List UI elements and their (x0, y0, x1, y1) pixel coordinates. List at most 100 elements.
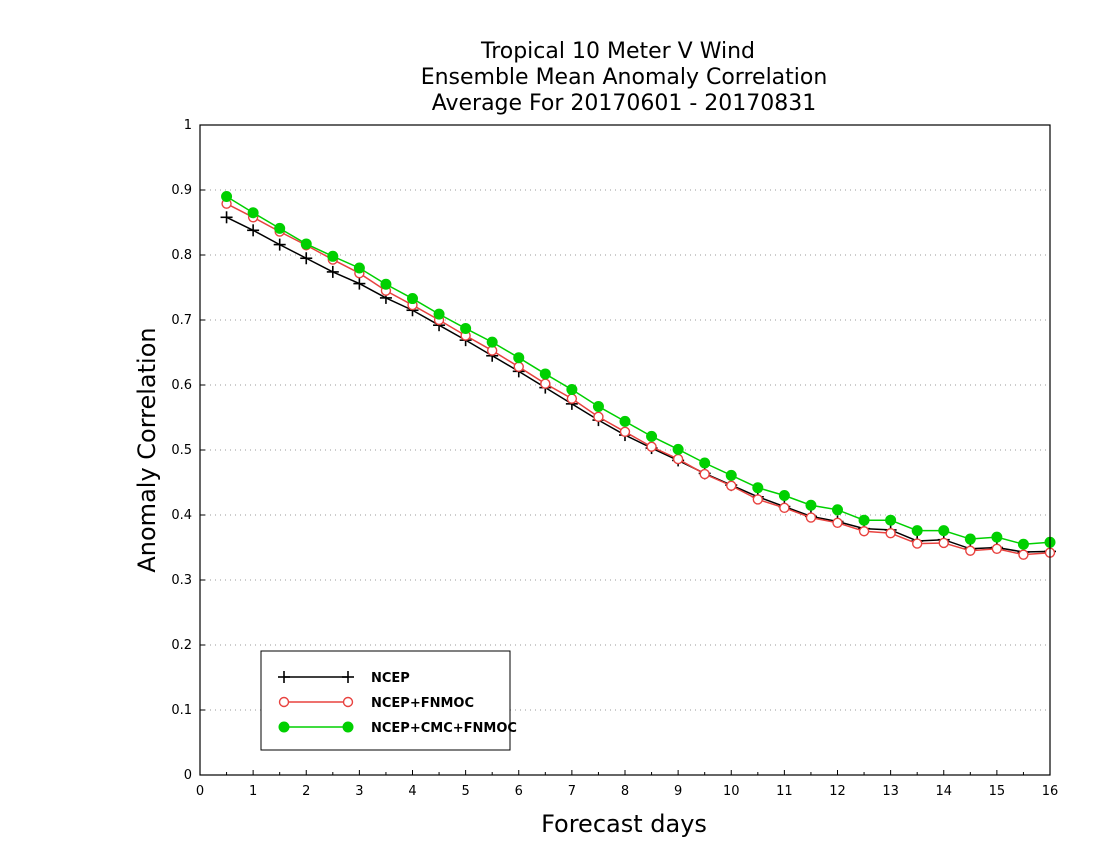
data-point-ncep-fnmoc (566, 393, 578, 404)
data-point-ncep-cmc-fnmoc (991, 531, 1003, 543)
data-point-ncep-cmc-fnmoc (938, 525, 950, 537)
x-tick-label: 6 (515, 784, 523, 799)
data-point-ncep-fnmoc (593, 411, 604, 423)
x-tick-label: 0 (196, 784, 204, 799)
data-point-ncep-fnmoc (752, 494, 764, 505)
series-line-ncep (226, 216, 1051, 553)
x-tick-label: 4 (408, 784, 416, 799)
data-point-ncep-fnmoc (513, 361, 524, 372)
legend-label-ncep-fnmoc: NCEP+FNMOC (371, 696, 474, 711)
x-tick-label: 7 (568, 784, 576, 799)
data-point-ncep-cmc-fnmoc (619, 415, 631, 427)
x-tick-label: 9 (674, 784, 682, 799)
data-point-ncep-fnmoc (726, 480, 737, 491)
x-tick-label: 1 (249, 784, 257, 799)
data-point-ncep-cmc-fnmoc (885, 514, 897, 526)
data-point-ncep-fnmoc (965, 545, 976, 556)
x-tick-label: 13 (882, 784, 899, 799)
data-point-ncep-cmc-fnmoc (725, 469, 737, 481)
data-point-ncep-cmc-fnmoc (832, 504, 843, 516)
data-point-ncep-fnmoc (672, 453, 684, 465)
data-point-ncep-cmc-fnmoc (274, 222, 286, 234)
y-tick-label: 0.6 (171, 378, 192, 393)
legend-label-ncep-cmc-fnmoc: NCEP+CMC+FNMOC (371, 721, 517, 736)
y-tick-label: 0.8 (171, 248, 192, 263)
legend-marker-ncep (342, 671, 354, 683)
x-tick-label: 8 (621, 784, 629, 799)
data-point-ncep-cmc-fnmoc (486, 336, 498, 348)
x-tick-label: 16 (1042, 784, 1059, 799)
legend-label-ncep: NCEP (371, 671, 410, 686)
data-point-ncep (300, 252, 313, 265)
data-point-ncep-fnmoc (938, 537, 949, 549)
data-point-ncep-cmc-fnmoc (858, 514, 870, 526)
data-point-ncep-cmc-fnmoc (353, 262, 365, 274)
data-point-ncep (326, 265, 339, 278)
data-point-ncep-fnmoc (699, 468, 710, 480)
legend-marker-ncep-cmc-fnmoc (342, 721, 354, 733)
data-point-ncep-fnmoc (832, 517, 843, 528)
y-tick-label: 0.9 (171, 183, 192, 198)
x-tick-label: 2 (302, 784, 310, 799)
data-point-ncep-cmc-fnmoc (327, 250, 339, 262)
y-axis-label: Anomaly Correlation (133, 327, 161, 572)
x-tick-label: 10 (723, 784, 740, 799)
data-point-ncep-cmc-fnmoc (566, 384, 578, 396)
legend: NCEP NCEP+FNMOC NCEP+CMC+FNMOC (260, 650, 517, 751)
data-point-ncep-cmc-fnmoc (805, 499, 817, 511)
series-ncep-fnmoc (221, 198, 1056, 560)
data-point-ncep-fnmoc (540, 378, 551, 389)
x-tick-label: 12 (829, 784, 846, 799)
data-point-ncep-fnmoc (805, 512, 817, 523)
y-tick-label: 0.4 (171, 508, 192, 523)
x-tick-label: 3 (355, 784, 363, 799)
x-tick-label: 11 (776, 784, 793, 799)
data-point-ncep-fnmoc (858, 526, 870, 537)
chart-title-line-3: Average For 20170601 - 20170831 (432, 91, 817, 116)
x-tick-label: 5 (461, 784, 469, 799)
data-point-ncep (220, 211, 233, 224)
series-layer (220, 191, 1056, 560)
data-point-ncep-cmc-fnmoc (407, 293, 418, 305)
series-line-ncep-cmc-fnmoc (226, 195, 1051, 546)
data-point-ncep-cmc-fnmoc (247, 207, 259, 219)
data-point-ncep-cmc-fnmoc (646, 430, 658, 442)
data-point-ncep-cmc-fnmoc (1017, 538, 1029, 550)
data-point-ncep-fnmoc (646, 441, 657, 452)
data-point-ncep-cmc-fnmoc (672, 443, 684, 455)
data-point-ncep-cmc-fnmoc (539, 368, 551, 380)
y-tick-label: 0.2 (171, 638, 192, 653)
y-tick-label: 0.3 (171, 573, 192, 588)
data-point-ncep-fnmoc (1018, 549, 1029, 560)
data-point-ncep-cmc-fnmoc (592, 400, 604, 412)
series-ncep-cmc-fnmoc (221, 191, 1056, 550)
chart-title-line-2: Ensemble Mean Anomaly Correlation (421, 65, 828, 90)
x-tick-label: 14 (935, 784, 952, 799)
data-point-ncep-cmc-fnmoc (221, 191, 233, 202)
data-point-ncep-cmc-fnmoc (513, 352, 525, 364)
legend-marker-ncep (278, 671, 290, 683)
data-point-ncep (273, 238, 286, 251)
legend-marker-ncep-fnmoc (342, 696, 354, 708)
data-point-ncep-cmc-fnmoc (699, 457, 711, 469)
data-point-ncep-cmc-fnmoc (752, 482, 764, 494)
data-point-ncep-cmc-fnmoc (380, 278, 392, 290)
legend-marker-ncep-fnmoc (278, 696, 290, 708)
data-point-ncep-cmc-fnmoc (964, 533, 976, 545)
data-point-ncep-cmc-fnmoc (911, 525, 923, 537)
grid (200, 189, 1050, 711)
data-point-ncep-cmc-fnmoc (460, 322, 472, 334)
data-point-ncep-cmc-fnmoc (433, 308, 445, 320)
legend-box (260, 650, 511, 751)
legend-marker-ncep-cmc-fnmoc (278, 721, 290, 733)
y-tick-label: 0.1 (171, 703, 192, 718)
data-point-ncep-fnmoc (619, 426, 631, 437)
x-axis-label: Forecast days (541, 810, 707, 838)
data-point-ncep (247, 224, 260, 237)
data-point-ncep-fnmoc (779, 502, 790, 514)
y-tick-label: 0.7 (171, 313, 192, 328)
data-point-ncep-cmc-fnmoc (300, 238, 312, 250)
data-point-ncep-fnmoc (991, 543, 1003, 554)
series-line-ncep-fnmoc (226, 202, 1051, 556)
